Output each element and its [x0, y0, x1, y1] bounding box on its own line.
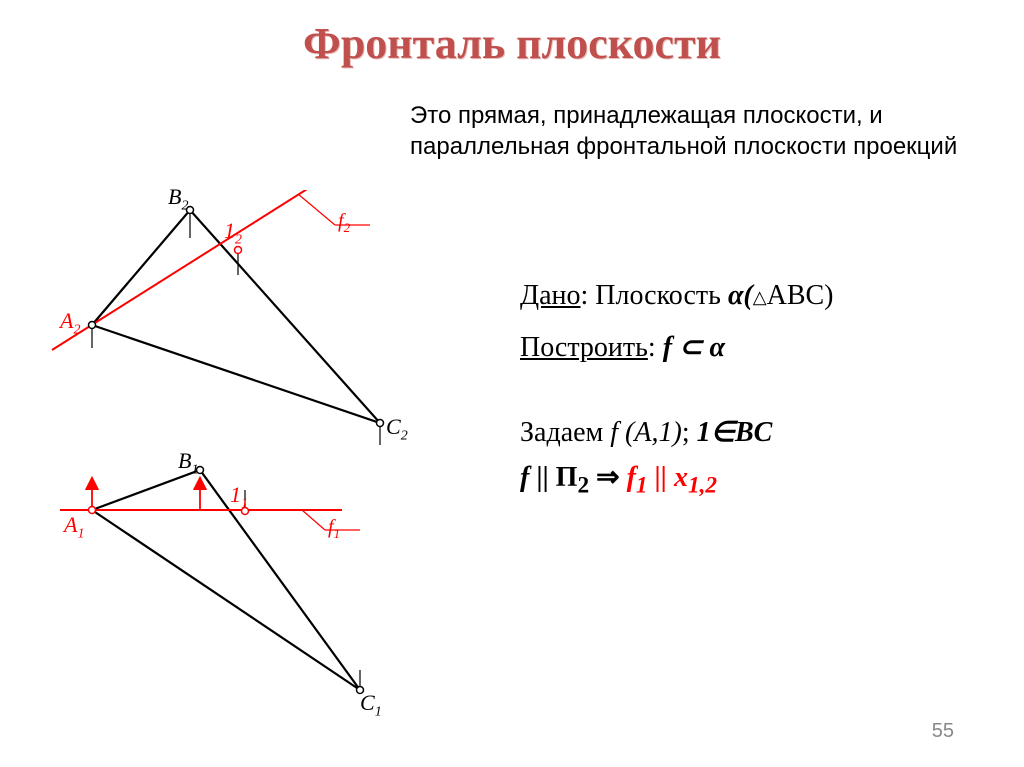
diagram: A2 B2 C2 12 f2 A1 B1 C1 11 f1 — [30, 190, 430, 730]
bottom-projection — [60, 467, 364, 694]
label-11: 11 — [230, 482, 248, 512]
define-line: Задаем f (A,1); 1∈BC — [520, 415, 772, 449]
description: Это прямая, принадлежащая плоскости, и п… — [410, 100, 970, 162]
label-A1: A1 — [64, 512, 84, 542]
page-number: 55 — [932, 720, 954, 743]
label-B1: B1 — [178, 448, 198, 478]
label-A2: A2 — [60, 308, 80, 338]
label-B2: B2 — [168, 184, 188, 214]
label-C2: C2 — [386, 414, 408, 444]
construct-line: Построить: f ⊂ α — [520, 330, 725, 364]
label-C1: C1 — [360, 690, 382, 720]
parallel-line: f || Π2 ⇒ f1 || x1,2 — [520, 460, 717, 500]
label-12: 12 — [224, 218, 242, 248]
label-f1: f1 — [328, 516, 340, 542]
page-title: Фронталь плоскости — [0, 18, 1024, 69]
top-projection — [52, 190, 384, 445]
label-f2: f2 — [338, 210, 350, 236]
given-line: Дано: Плоскость α(△ABC) — [520, 280, 834, 312]
